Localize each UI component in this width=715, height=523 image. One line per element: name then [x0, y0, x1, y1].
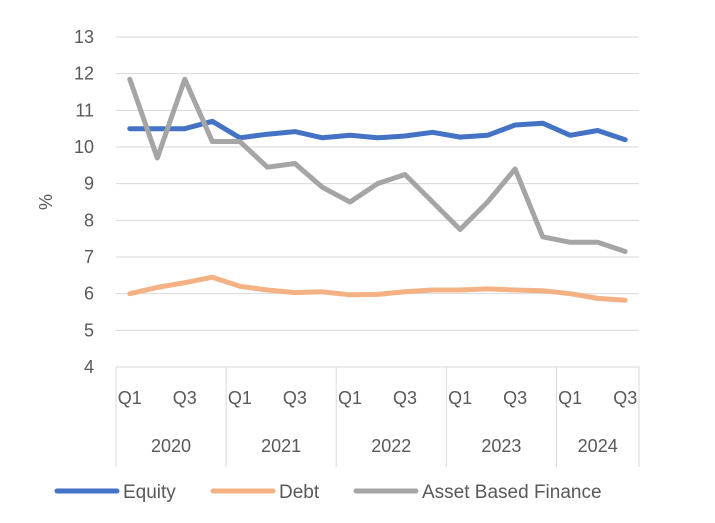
x-tick-label: Q3: [393, 388, 417, 408]
gridlines: [116, 36, 639, 368]
y-tick-label: 11: [75, 100, 94, 120]
x-tick-label: Q1: [118, 388, 142, 408]
x-axis: Q1 Q3 Q1 Q3 Q1 Q3 Q1 Q3 Q1 Q3 2020 2021 2022 2023 2024: [115, 367, 640, 467]
x-tick-label: Q1: [558, 388, 582, 408]
series-line-debt: [127, 274, 628, 303]
y-tick-label: 9: [84, 174, 94, 194]
y-tick-label: 13: [74, 27, 94, 47]
legend-label: Equity: [123, 482, 176, 503]
x-tick-label: Q3: [283, 388, 307, 408]
legend: Equity Debt Asset Based Finance: [54, 482, 602, 503]
y-tick-label: 4: [84, 357, 94, 377]
x-tick-label: Q3: [613, 388, 637, 408]
x-tick-label: Q1: [448, 388, 472, 408]
series-line-asset-based-finance: [127, 76, 628, 254]
series-lines: [127, 76, 628, 303]
y-axis-label: %: [36, 194, 56, 210]
y-tick-label: 5: [84, 320, 94, 340]
y-tick-label: 8: [84, 210, 94, 230]
x-tick-label: Q3: [173, 388, 197, 408]
x-year-label: 2024: [578, 436, 618, 456]
x-year-label: 2023: [481, 436, 521, 456]
x-tick-label: Q3: [503, 388, 527, 408]
legend-label: Debt: [279, 482, 320, 503]
x-year-label: 2022: [371, 436, 411, 456]
y-tick-label: 6: [84, 284, 94, 304]
x-year-label: 2021: [261, 436, 301, 456]
legend-label: Asset Based Finance: [422, 482, 602, 503]
x-tick-label: Q1: [228, 388, 252, 408]
y-axis-tick-labels: 4 5 6 7 8 9 10 11 12 13: [74, 27, 94, 377]
y-tick-label: 12: [74, 64, 94, 84]
y-tick-label: 10: [74, 137, 94, 157]
y-tick-label: 7: [84, 247, 94, 267]
x-year-label: 2020: [151, 436, 191, 456]
series-line-equity: [127, 118, 628, 143]
x-tick-label: Q1: [338, 388, 362, 408]
